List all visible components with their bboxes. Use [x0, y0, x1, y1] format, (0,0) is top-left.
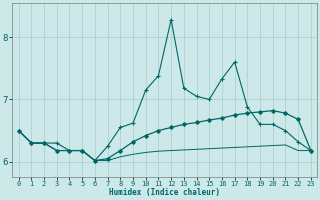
X-axis label: Humidex (Indice chaleur): Humidex (Indice chaleur): [109, 188, 220, 197]
